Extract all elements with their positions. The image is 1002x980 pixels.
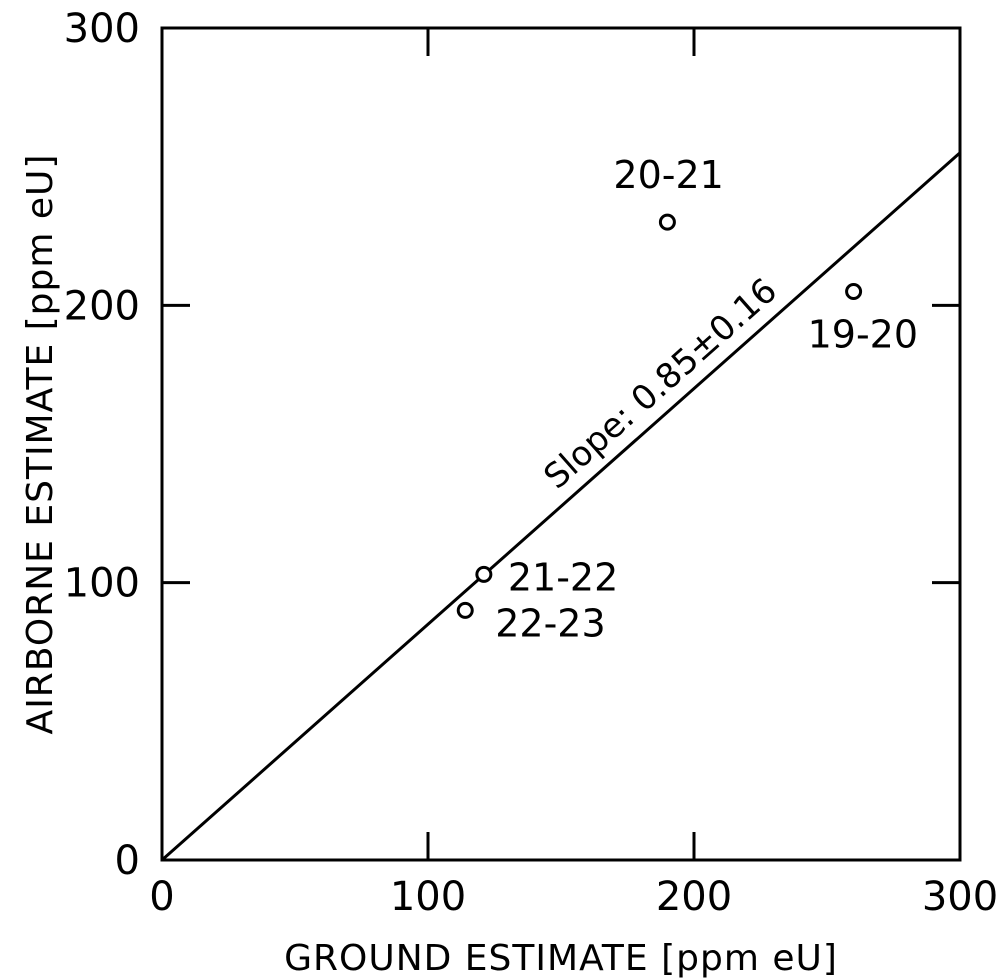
data-point-label: 20-21 bbox=[613, 153, 723, 197]
y-tick-label: 0 bbox=[115, 838, 140, 884]
y-tick-labels: 0 100 200 300 bbox=[64, 6, 140, 884]
fit-line-label: Slope: 0.85±0.16 bbox=[536, 271, 784, 498]
y-tick-label: 300 bbox=[64, 6, 140, 52]
x-axis-title: GROUND ESTIMATE [ppm eU] bbox=[284, 938, 838, 979]
y-tick-label: 200 bbox=[64, 283, 140, 329]
x-tick-label: 200 bbox=[656, 874, 732, 920]
data-point-label: 22-23 bbox=[495, 601, 605, 645]
data-point-label: 19-20 bbox=[808, 312, 918, 356]
x-tick-label: 0 bbox=[149, 874, 174, 920]
y-tick-label: 100 bbox=[64, 561, 140, 607]
x-tick-label: 300 bbox=[922, 874, 998, 920]
fit-line bbox=[161, 151, 961, 862]
data-point-label: 21-22 bbox=[508, 555, 618, 599]
data-point bbox=[475, 565, 493, 583]
data-point bbox=[658, 213, 676, 231]
y-ticks bbox=[162, 26, 960, 862]
data-point bbox=[845, 282, 863, 300]
plot-frame bbox=[160, 26, 962, 862]
x-ticks bbox=[160, 28, 962, 860]
x-tick-label: 100 bbox=[390, 874, 466, 920]
y-axis-title: AIRBORNE ESTIMATE [ppm eU] bbox=[20, 154, 61, 735]
x-tick-labels: 0 100 200 300 bbox=[149, 874, 998, 920]
data-point bbox=[456, 601, 474, 619]
